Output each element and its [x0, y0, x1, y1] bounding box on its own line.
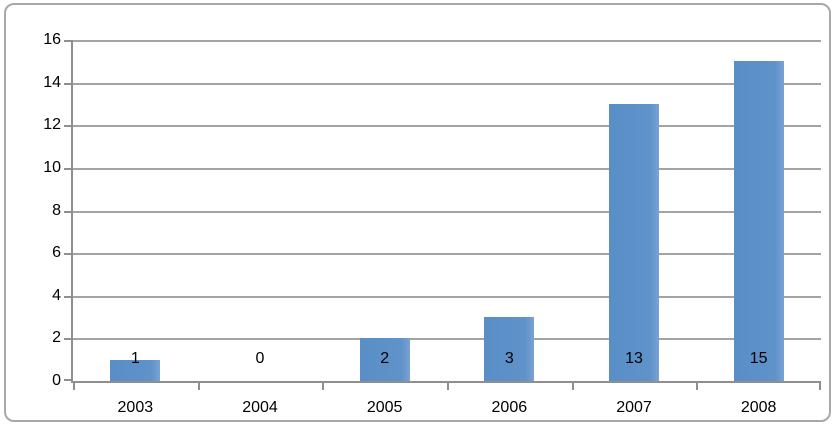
- x-axis-tick: [571, 383, 574, 390]
- gridline: [73, 295, 821, 298]
- y-axis-tick-label: 2: [52, 329, 61, 347]
- bar-value-label: 2: [380, 350, 390, 367]
- bar-value-label: 13: [625, 350, 643, 367]
- x-axis-tick: [696, 383, 699, 390]
- x-axis-tick: [73, 383, 75, 390]
- bar-2008: [733, 61, 784, 381]
- x-axis-category-label: 2008: [740, 399, 777, 416]
- y-axis-tick-label: 14: [43, 73, 61, 91]
- y-axis-tick-label: 16: [43, 31, 61, 48]
- x-axis-category-label: 2005: [366, 399, 403, 416]
- y-axis-tick: [64, 40, 73, 42]
- y-axis-tick: [64, 295, 73, 298]
- x-axis-category-label: 2003: [117, 399, 154, 416]
- y-axis-tick: [64, 379, 73, 381]
- bar-value-label: 1: [130, 350, 140, 367]
- x-axis-tick: [197, 383, 200, 390]
- bar-2006: [484, 317, 535, 381]
- y-axis-tick-label: 10: [43, 158, 61, 176]
- x-axis-category-label: 2006: [491, 399, 528, 416]
- gridline: [73, 338, 821, 341]
- bar-2007: [609, 103, 659, 381]
- bar-value-label: 15: [749, 350, 768, 367]
- y-axis-tick: [64, 253, 73, 256]
- y-axis-tick-label: 12: [43, 116, 61, 134]
- x-axis-tick: [819, 383, 821, 390]
- plot-area: 1 0 2 3 13 15 0 2 4 6 8 10 12 14 16 2003 2004 2005 2006 2…: [43, 31, 821, 416]
- bar-value-label: 0: [255, 350, 265, 367]
- y-axis-tick: [64, 125, 73, 128]
- y-axis-tick-label: 4: [52, 286, 61, 304]
- x-axis-category-label: 2004: [242, 399, 278, 416]
- y-axis-tick-label: 8: [52, 201, 61, 219]
- gridline: [73, 167, 821, 170]
- y-axis-tick-label: 0: [52, 372, 61, 389]
- gridline: [73, 210, 821, 213]
- y-axis-tick: [64, 338, 73, 341]
- bar-2005: [359, 338, 410, 381]
- gridline: [73, 82, 821, 85]
- x-axis-tick: [322, 383, 325, 390]
- bar-2003: [110, 359, 161, 381]
- gridline: [73, 125, 821, 128]
- gridline: [73, 253, 821, 256]
- gridline: [73, 40, 821, 42]
- y-axis-tick-label: 6: [52, 244, 61, 262]
- bar-value-label: 3: [504, 350, 514, 367]
- y-axis-tick: [64, 210, 73, 213]
- x-axis-tick: [447, 383, 449, 390]
- y-axis-tick: [64, 82, 73, 85]
- y-axis-tick: [64, 167, 73, 170]
- chart-frame: 1 0 2 3 13 15 0 2 4 6 8 10 12 14 16 2003 2004 2005 2006 2…: [4, 3, 831, 422]
- x-axis-category-label: 2007: [616, 399, 652, 416]
